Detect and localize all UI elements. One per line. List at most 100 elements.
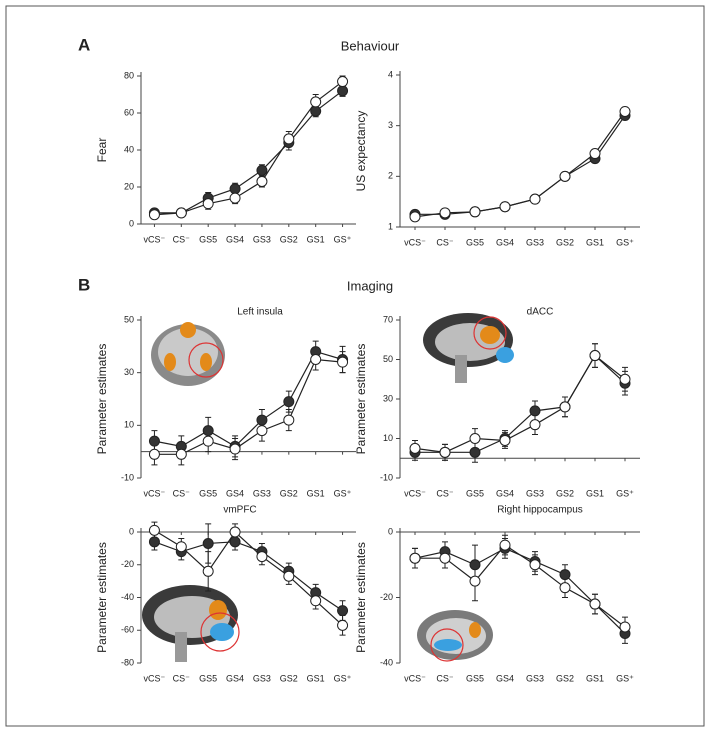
x-tick-label: GS2	[556, 488, 574, 498]
data-point	[256, 175, 268, 187]
x-tick-label: vCS⁻	[404, 237, 426, 247]
y-tick-label: 50	[124, 314, 134, 324]
data-point	[337, 85, 349, 97]
y-tick-label: -10	[121, 472, 134, 482]
x-tick-label: vCS⁻	[144, 488, 166, 498]
y-tick-label: 3	[388, 120, 393, 130]
data-point	[559, 170, 571, 182]
insula-image	[151, 322, 225, 386]
panel-label: B	[78, 275, 90, 294]
data-point	[229, 183, 241, 195]
x-tick-label: GS5	[199, 673, 217, 683]
y-tick-label: 30	[383, 393, 393, 403]
x-tick-label: GS3	[526, 488, 544, 498]
data-point	[559, 401, 571, 413]
data-point	[337, 356, 349, 368]
y-tick-label: 40	[124, 144, 134, 154]
y-tick-label: 0	[129, 218, 134, 228]
data-point	[529, 193, 541, 205]
x-tick-label: GS4	[226, 488, 244, 498]
x-tick-label: GS3	[253, 234, 271, 244]
data-point	[409, 211, 421, 223]
y-tick-label: 0	[129, 526, 134, 536]
y-tick-label: -20	[380, 592, 393, 602]
x-tick-label: GS⁺	[334, 234, 352, 244]
section-title: Behaviour	[341, 38, 400, 53]
data-point	[148, 435, 160, 447]
x-tick-label: vCS⁻	[404, 488, 426, 498]
x-tick-label: GS1	[586, 237, 604, 247]
data-point	[175, 541, 187, 553]
x-tick-label: GS2	[556, 673, 574, 683]
x-tick-label: vCS⁻	[144, 673, 166, 683]
hippocampus-image	[417, 610, 493, 662]
data-point	[589, 148, 601, 160]
x-tick-label: GS5	[466, 237, 484, 247]
x-tick-label: GS⁺	[334, 488, 352, 498]
data-point	[559, 569, 571, 581]
data-point	[310, 354, 322, 365]
data-point	[256, 164, 268, 176]
x-tick-label: GS⁺	[616, 488, 634, 498]
data-point	[529, 559, 541, 571]
x-tick-label: CS⁻	[436, 673, 454, 683]
y-tick-label: -40	[380, 657, 393, 667]
data-point	[229, 526, 241, 538]
panel-label: A	[78, 35, 90, 54]
chart-title: Right hippocampus	[497, 505, 583, 516]
data-point	[499, 201, 511, 213]
data-point	[409, 442, 421, 454]
data-point	[229, 192, 241, 204]
data-point	[439, 207, 451, 219]
data-point	[619, 105, 631, 117]
data-point	[229, 536, 241, 548]
data-point	[439, 552, 451, 564]
y-tick-label: 10	[124, 420, 134, 430]
data-point	[589, 350, 601, 362]
data-point	[469, 433, 481, 444]
brain-images	[142, 313, 514, 662]
x-tick-label: CS⁻	[436, 237, 454, 247]
data-point	[589, 598, 601, 610]
x-tick-label: GS4	[496, 673, 514, 683]
x-tick-label: GS3	[526, 673, 544, 683]
y-tick-label: -60	[121, 625, 134, 635]
x-tick-label: GS1	[307, 234, 325, 244]
x-tick-label: GS1	[586, 673, 604, 683]
data-point	[148, 448, 160, 460]
data-point	[469, 446, 481, 458]
y-tick-label: -40	[121, 592, 134, 602]
y-tick-label: 70	[383, 314, 393, 324]
x-tick-label: GS1	[307, 673, 325, 683]
x-tick-label: GS1	[586, 488, 604, 498]
x-tick-label: GS4	[496, 488, 514, 498]
frame	[5, 5, 705, 727]
data-point	[175, 207, 187, 219]
x-tick-label: GS5	[466, 673, 484, 683]
x-tick-label: GS2	[280, 234, 298, 244]
x-tick-label: GS2	[280, 673, 298, 683]
x-tick-label: GS⁺	[334, 673, 352, 683]
data-point	[619, 373, 631, 385]
y-axis-label: Parameter estimates	[354, 542, 368, 653]
y-tick-label: -80	[121, 657, 134, 667]
data-point	[283, 414, 295, 426]
data-point	[310, 105, 322, 117]
series-line	[415, 354, 626, 453]
y-tick-label: 1	[388, 221, 393, 231]
y-tick-label: 20	[124, 181, 134, 191]
data-point	[619, 621, 631, 633]
x-tick-label: GS3	[253, 488, 271, 498]
x-tick-label: GS⁺	[616, 673, 634, 683]
y-tick-label: 2	[388, 171, 393, 181]
y-axis-label: Fear	[95, 138, 109, 163]
data-point	[202, 425, 214, 437]
data-point	[202, 537, 214, 549]
data-point	[529, 405, 541, 417]
y-tick-label: 0	[388, 526, 393, 536]
x-tick-label: GS5	[199, 488, 217, 498]
y-tick-label: 10	[383, 433, 393, 443]
y-tick-label: 4	[388, 69, 393, 79]
x-tick-label: vCS⁻	[404, 673, 426, 683]
